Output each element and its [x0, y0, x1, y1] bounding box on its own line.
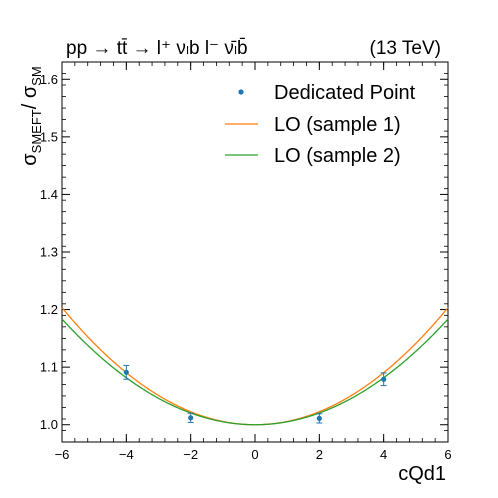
y-axis-label-sep: / σ: [19, 85, 41, 109]
data-point: [381, 376, 387, 382]
legend-label-sample-2: LO (sample 2): [274, 145, 401, 167]
x-tick-label: −4: [119, 447, 134, 462]
x-tick-label: −2: [183, 447, 198, 462]
y-tick-label: 1.3: [40, 245, 58, 260]
series-line-sample-1: [61, 307, 449, 426]
legend-marker-dedicated-point: [238, 89, 244, 95]
x-axis-label: cQd1: [398, 463, 446, 485]
y-tick-label: 1.5: [40, 129, 58, 144]
process-label: pp → tt̄ → l⁺ νₗb l⁻ ν̄ₗb̄: [66, 38, 248, 59]
y-axis-label: σSMEFT/ σSM: [19, 66, 44, 165]
y-axis-label-main: σ: [19, 153, 41, 166]
data-point: [123, 369, 129, 375]
y-tick-label: 1.0: [40, 417, 58, 432]
y-tick-label: 1.4: [40, 187, 58, 202]
y-axis-label-sub2: SM: [29, 66, 44, 86]
y-tick-label: 1.2: [40, 302, 58, 317]
ticks-layer: −6 −4 −2 0 2 4 6 1.0 1.1 1.2 1.3 1.4 1.5 1.6: [40, 61, 452, 462]
series-line-sample-2: [61, 318, 449, 426]
y-tick-label: 1.1: [40, 360, 58, 375]
points-layer: [123, 364, 387, 424]
data-point: [316, 415, 322, 421]
x-tick-label: 2: [316, 447, 323, 462]
x-tick-label: 4: [380, 447, 387, 462]
curves-layer: [61, 307, 449, 426]
data-point: [188, 415, 194, 421]
energy-label: (13 TeV): [370, 38, 441, 59]
legend: Dedicated Point LO (sample 1) LO (sample…: [225, 82, 416, 167]
legend-label-dedicated-point: Dedicated Point: [274, 82, 416, 104]
x-tick-label: 6: [444, 447, 451, 462]
x-tick-label: −6: [55, 447, 70, 462]
legend-label-sample-1: LO (sample 1): [274, 114, 401, 136]
y-axis-label-sub1: SMEFT: [29, 109, 44, 153]
y-tick-label: 1.6: [40, 72, 58, 87]
x-tick-label: 0: [251, 447, 258, 462]
